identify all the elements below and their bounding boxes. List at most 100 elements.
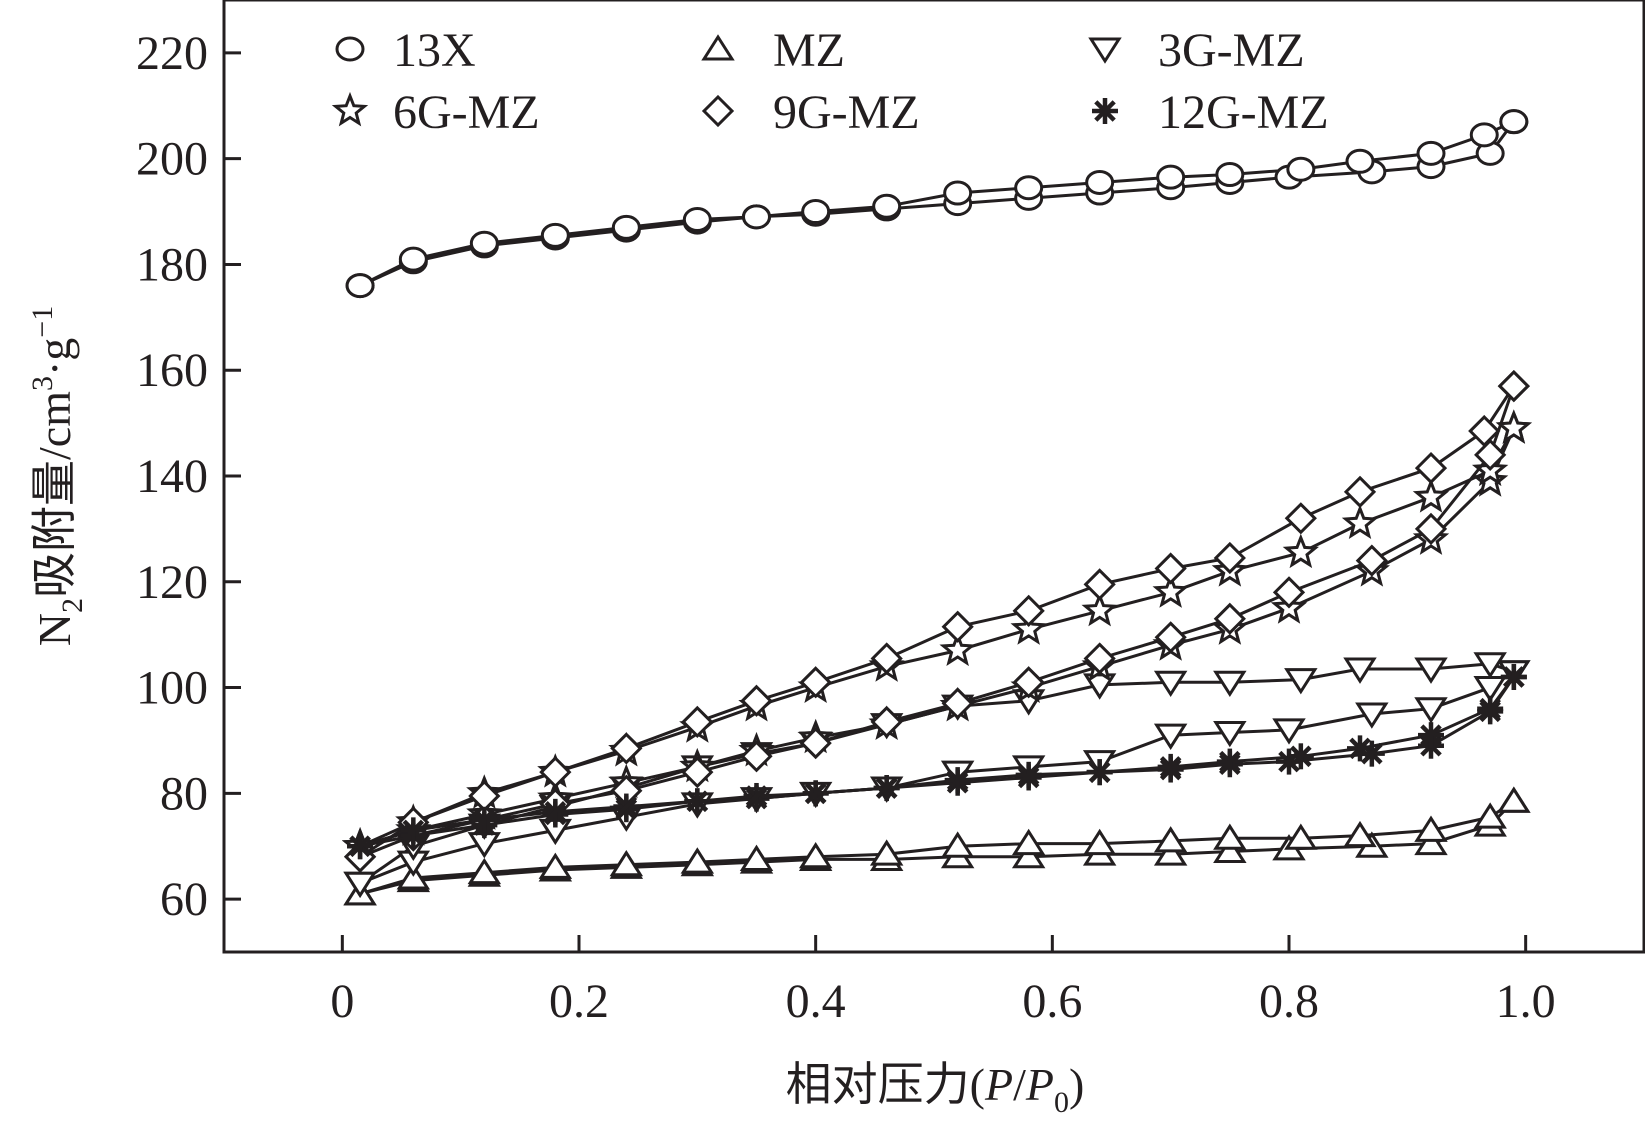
data-point-mz-adsorption-13 — [1213, 836, 1247, 864]
y-tick-label: 60 — [160, 873, 208, 926]
data-point-3g-mz-adsorption-15 — [1355, 702, 1389, 729]
y-tick-label: 180 — [136, 238, 208, 291]
data-point-9g-mz-desorption-2 — [1414, 451, 1448, 485]
x-tick-label: 1.0 — [1496, 975, 1556, 1028]
data-point-12g-mz-desorption-5 — [1216, 748, 1243, 775]
data-point-12g-mz-desorption-11 — [802, 780, 829, 807]
data-point-6g-mz-desorption-6 — [1152, 573, 1189, 608]
data-point-9g-mz-desorption-13 — [681, 705, 714, 739]
data-point-mz-desorption-11 — [798, 842, 833, 869]
data-point-mz-desorption-9 — [940, 831, 975, 858]
data-point-6g-mz-desorption-4 — [1282, 533, 1319, 569]
legend-marker-3g-mz — [1088, 37, 1122, 64]
ticks-layer: 0 0.2 0.4 0.6 0.8 1.0 60 80 100 120 140 160 180 200 22… — [136, 27, 1556, 1028]
x-tick-label: 0.4 — [786, 975, 846, 1028]
series-mz — [343, 786, 1531, 906]
legend-marker-9g-mz — [701, 94, 735, 128]
data-point-9g-mz-adsorption-13 — [1213, 602, 1246, 635]
legend: 13X MZ 3G-MZ 6G-MZ 9G-MZ 12G-MZ — [331, 24, 1329, 139]
legend-marker-mz — [701, 34, 735, 61]
data-point-12g-mz-desorption-17 — [400, 817, 427, 844]
data-point-3g-mz-adsorption-13 — [1213, 721, 1247, 748]
data-point-13x-desorption-3 — [1345, 148, 1375, 174]
data-point-6g-mz-desorption-3 — [1341, 504, 1379, 540]
data-point-mz-desorption-8 — [1011, 828, 1046, 856]
data-point-13x-desorption-18 — [345, 273, 375, 299]
legend-item-3g-mz: 3G-MZ — [1088, 24, 1305, 77]
y-tick-label: 100 — [136, 662, 208, 715]
y-tick-label: 200 — [136, 133, 208, 186]
y-tick-label: 120 — [136, 556, 208, 609]
data-point-12g-mz-desorption-4 — [1287, 743, 1314, 770]
data-point-mz-desorption-1 — [1473, 802, 1507, 829]
legend-item-9g-mz: 9G-MZ — [701, 86, 920, 139]
data-point-13x-desorption-14 — [611, 214, 641, 240]
data-point-mz-desorption-2 — [1414, 815, 1448, 842]
data-point-3g-mz-desorption-6 — [1153, 670, 1188, 698]
data-point-13x-desorption-17 — [398, 246, 428, 272]
x-axis-title: 相对压力(P/P0) — [786, 1059, 1085, 1119]
data-point-3g-mz-adsorption-16 — [1414, 697, 1448, 724]
data-point-mz-desorption-15 — [538, 852, 573, 879]
data-point-13x-desorption-6 — [1156, 164, 1186, 190]
y-tick-label: 220 — [136, 27, 208, 80]
y-tick-label: 80 — [160, 767, 208, 820]
data-point-6g-mz-desorption-8 — [1010, 610, 1047, 645]
data-point-9g-mz-desorption-11 — [799, 666, 832, 699]
legend-label: 12G-MZ — [1158, 86, 1329, 139]
data-point-9g-mz-adsorption-14 — [1272, 576, 1306, 609]
data-point-mz-desorption-0 — [1497, 786, 1531, 813]
data-point-9g-mz-desorption-7 — [1083, 568, 1116, 601]
data-point-9g-mz-desorption-4 — [1284, 502, 1317, 535]
data-point-3g-mz-desorption-18 — [343, 871, 377, 899]
legend-item-mz: MZ — [701, 24, 845, 77]
data-point-mz-desorption-16 — [467, 857, 502, 885]
data-point-13x-desorption-10 — [872, 193, 902, 219]
data-point-12g-mz-desorption-3 — [1347, 735, 1373, 762]
legend-label: 6G-MZ — [393, 86, 540, 139]
data-point-9g-mz-adsorption-11 — [1083, 642, 1116, 675]
legend-marker-6g-mz — [331, 91, 369, 127]
data-point-9g-mz-desorption-5 — [1213, 541, 1246, 575]
data-point-3g-mz-desorption-5 — [1213, 670, 1247, 698]
data-point-13x-desorption-16 — [469, 230, 499, 256]
legend-label: 9G-MZ — [773, 86, 920, 139]
data-point-3g-mz-desorption-3 — [1343, 657, 1377, 684]
data-point-9g-mz-adsorption-10 — [1012, 666, 1045, 699]
data-point-9g-mz-desorption-14 — [610, 732, 643, 765]
data-point-mz-adsorption-12 — [1153, 839, 1188, 866]
data-point-13x-desorption-5 — [1215, 162, 1245, 188]
legend-marker-13x — [335, 36, 365, 62]
legend-item-12g-mz: 12G-MZ — [1092, 86, 1329, 139]
legend-marker-12g-mz — [1092, 98, 1118, 124]
legend-item-13x: 13X — [335, 24, 476, 77]
y-tick-label: 160 — [136, 344, 208, 397]
data-point-9g-mz-desorption-9 — [941, 610, 974, 643]
data-point-13x-desorption-7 — [1085, 169, 1115, 195]
data-point-mz-desorption-14 — [609, 849, 644, 877]
data-point-mz-adsorption-16 — [1414, 828, 1448, 856]
data-point-6g-mz-desorption-2 — [1412, 478, 1450, 513]
data-point-13x-desorption-9 — [943, 180, 973, 206]
data-point-12g-mz-desorption-16 — [471, 806, 498, 833]
data-point-13x-desorption-2 — [1416, 140, 1446, 166]
data-point-mz-desorption-13 — [680, 847, 715, 874]
data-point-3g-mz-desorption-4 — [1284, 668, 1318, 695]
data-point-9g-mz-adsorption-17 — [1474, 438, 1507, 471]
data-point-12g-mz-desorption-7 — [1086, 759, 1113, 786]
data-point-mz-adsorption-10 — [1011, 842, 1046, 869]
data-point-9g-mz-adsorption-5 — [681, 756, 714, 789]
data-point-9g-mz-desorption-10 — [870, 642, 903, 675]
data-point-9g-mz-desorption-1 — [1468, 414, 1501, 448]
data-point-9g-mz-adsorption-12 — [1154, 621, 1187, 654]
data-point-13x-desorption-11 — [801, 199, 831, 225]
data-point-3g-mz-desorption-1 — [1473, 652, 1507, 679]
data-point-9g-mz-adsorption-6 — [740, 740, 773, 773]
data-point-mz-desorption-12 — [739, 844, 774, 871]
data-point-9g-mz-adsorption-8 — [870, 705, 903, 739]
series-13x — [345, 109, 1529, 299]
data-point-mz-desorption-17 — [396, 863, 431, 890]
data-point-6g-mz-adsorption-17 — [1472, 462, 1509, 497]
data-point-6g-mz-desorption-0 — [1495, 409, 1532, 444]
